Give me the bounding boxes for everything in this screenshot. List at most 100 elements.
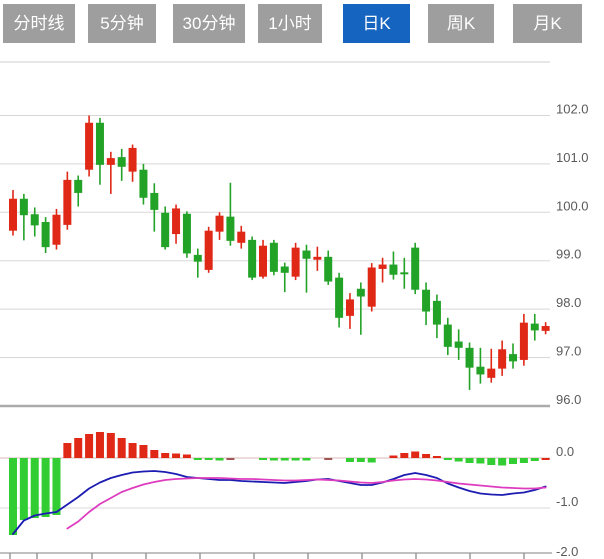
- macd-bar: [422, 454, 431, 458]
- tab-minute-line[interactable]: 分时线: [3, 4, 75, 43]
- candle-body: [74, 179, 83, 193]
- candle-wick: [229, 182, 232, 246]
- candle-wick: [196, 248, 199, 278]
- candle-body: [52, 214, 61, 245]
- dif-line: [12, 470, 547, 535]
- macd-bar: [106, 433, 115, 458]
- tab-5min[interactable]: 5分钟: [88, 4, 156, 43]
- macd-bar: [454, 458, 463, 462]
- candle-body: [400, 272, 409, 275]
- tab-monthly-k[interactable]: 月K: [513, 4, 582, 43]
- candle-body: [85, 122, 94, 170]
- candle-body: [172, 208, 181, 235]
- candles: [9, 115, 550, 390]
- macd-bar: [63, 443, 72, 458]
- macd-bar: [509, 458, 518, 464]
- candle-body: [182, 213, 191, 254]
- candle-wick: [381, 257, 384, 283]
- macd-bar: [465, 458, 474, 463]
- candle-body: [422, 289, 431, 312]
- macd-bar: [530, 458, 539, 461]
- axis-labels: 102.0 101.0 100.0 99.0 98.0 97.0 96.0 0.0 -1.0 -2…: [556, 102, 589, 559]
- tab-1hour[interactable]: 1小时: [258, 4, 322, 43]
- main-y-tick: 96.0: [556, 392, 581, 407]
- macd-bar: [182, 454, 191, 458]
- macd-bar: [139, 445, 148, 458]
- macd-bar: [432, 456, 441, 458]
- candle-body: [530, 323, 539, 331]
- candle-body: [128, 147, 137, 172]
- candle-body: [193, 254, 202, 262]
- candle-body: [63, 179, 72, 225]
- candle-body: [356, 288, 365, 297]
- macd-bar: [52, 458, 61, 515]
- candle-body: [335, 277, 344, 318]
- main-y-tick: 99.0: [556, 247, 581, 262]
- candle-body: [291, 247, 300, 277]
- candle-body: [465, 347, 474, 368]
- candle-body: [269, 242, 278, 272]
- main-y-tick: 100.0: [556, 198, 589, 213]
- macd-bar: [193, 458, 202, 460]
- macd-bar: [259, 458, 268, 460]
- macd-bar: [150, 450, 159, 458]
- main-y-tick: 98.0: [556, 295, 581, 310]
- main-y-tick: 101.0: [556, 150, 589, 165]
- candle-wick: [479, 347, 482, 384]
- macd-bar: [367, 458, 376, 463]
- macd-bar: [117, 438, 126, 458]
- macd-bar: [498, 458, 507, 466]
- candle-body: [509, 354, 518, 362]
- candle-body: [95, 122, 104, 165]
- macd-bar: [400, 453, 409, 458]
- macd-bar: [411, 451, 420, 458]
- candle-body: [19, 198, 28, 216]
- candle-body: [519, 322, 528, 360]
- candle-wick: [283, 262, 286, 293]
- candle-wick: [360, 282, 362, 335]
- macd-bar: [302, 458, 311, 461]
- macd-bar: [204, 458, 213, 460]
- candle-body: [443, 324, 452, 347]
- candle-body: [302, 250, 311, 259]
- macd-bar: [30, 458, 39, 518]
- candle-wick: [490, 348, 493, 383]
- tab-daily-k[interactable]: 日K: [343, 4, 410, 43]
- candle-wick: [305, 244, 308, 293]
- macd-bar: [95, 432, 104, 458]
- macd-bar: [19, 458, 28, 520]
- sub-y-tick: -2.0: [556, 544, 578, 559]
- macd-bar: [85, 434, 94, 458]
- candle-body: [106, 158, 115, 165]
- candle-body: [161, 212, 170, 248]
- candle-body: [248, 239, 257, 278]
- candle-body: [411, 247, 420, 290]
- macd-bar: [324, 458, 333, 460]
- tab-30min[interactable]: 30分钟: [173, 4, 245, 43]
- macd-bar: [291, 458, 300, 461]
- macd-bar: [215, 458, 224, 461]
- candle-body: [498, 349, 507, 369]
- macd-histogram: [9, 432, 550, 535]
- sub-y-tick: -1.0: [556, 494, 578, 509]
- main-y-tick: 97.0: [556, 344, 581, 359]
- candle-body: [139, 169, 148, 198]
- macd-bar: [356, 458, 365, 462]
- candle-body: [280, 266, 289, 273]
- candle-body: [9, 198, 17, 231]
- candle-body: [324, 256, 333, 282]
- macd-bar: [389, 455, 398, 458]
- candle-body: [345, 299, 354, 316]
- candle-body: [259, 245, 268, 277]
- candle-body: [476, 366, 485, 375]
- candle-wick: [110, 151, 112, 194]
- x-axis-ticks: [9, 553, 525, 559]
- macd-bar: [226, 458, 235, 460]
- macd-bar: [172, 453, 181, 458]
- macd-bar: [487, 458, 496, 465]
- grid-lines: [0, 61, 552, 554]
- candle-body: [215, 215, 224, 232]
- tab-weekly-k[interactable]: 周K: [428, 4, 494, 43]
